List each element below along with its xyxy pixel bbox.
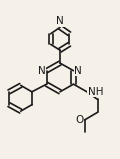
Text: N: N (56, 16, 64, 26)
Text: N: N (38, 66, 46, 76)
Text: N: N (74, 66, 82, 76)
Text: O: O (75, 115, 84, 125)
Text: NH: NH (88, 87, 103, 97)
